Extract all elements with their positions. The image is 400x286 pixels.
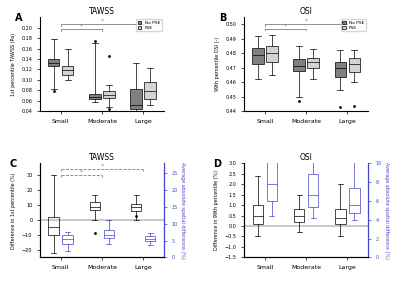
Legend: No PSE, PSE: No PSE, PSE bbox=[136, 19, 162, 31]
PathPatch shape bbox=[131, 204, 141, 211]
Legend: No PSE, PSE: No PSE, PSE bbox=[341, 19, 366, 31]
Title: TAWSS: TAWSS bbox=[89, 7, 115, 16]
Text: *: * bbox=[80, 169, 83, 174]
Text: *: * bbox=[80, 24, 83, 29]
PathPatch shape bbox=[90, 202, 100, 210]
Text: *: * bbox=[284, 23, 287, 28]
PathPatch shape bbox=[349, 58, 360, 72]
PathPatch shape bbox=[267, 153, 277, 201]
PathPatch shape bbox=[307, 58, 319, 68]
PathPatch shape bbox=[104, 231, 114, 238]
PathPatch shape bbox=[103, 91, 115, 98]
PathPatch shape bbox=[253, 205, 263, 224]
PathPatch shape bbox=[130, 90, 142, 109]
PathPatch shape bbox=[89, 94, 101, 99]
PathPatch shape bbox=[349, 188, 360, 213]
PathPatch shape bbox=[293, 59, 305, 71]
Text: A: A bbox=[15, 13, 23, 23]
PathPatch shape bbox=[62, 235, 73, 244]
Text: *: * bbox=[100, 163, 104, 168]
PathPatch shape bbox=[62, 66, 74, 75]
PathPatch shape bbox=[334, 62, 346, 77]
Text: B: B bbox=[220, 13, 227, 23]
Y-axis label: Average absolute spatial difference (%): Average absolute spatial difference (%) bbox=[180, 162, 185, 259]
Title: OSI: OSI bbox=[300, 153, 312, 162]
Y-axis label: Difference in 99th percentile (%): Difference in 99th percentile (%) bbox=[214, 170, 219, 250]
Title: TAWSS: TAWSS bbox=[89, 153, 115, 162]
PathPatch shape bbox=[145, 237, 155, 241]
Y-axis label: Average absolute spatial difference (%): Average absolute spatial difference (%) bbox=[384, 162, 389, 259]
PathPatch shape bbox=[294, 209, 304, 222]
Y-axis label: Difference in 1st percentile (%): Difference in 1st percentile (%) bbox=[12, 172, 16, 249]
PathPatch shape bbox=[266, 46, 278, 62]
Y-axis label: 1st percentile TAWSS (Pa): 1st percentile TAWSS (Pa) bbox=[11, 33, 16, 96]
Text: *: * bbox=[304, 19, 308, 24]
PathPatch shape bbox=[144, 82, 156, 99]
PathPatch shape bbox=[252, 47, 264, 63]
PathPatch shape bbox=[335, 209, 346, 224]
Text: C: C bbox=[9, 159, 16, 169]
Y-axis label: 99th percentile OSI (-): 99th percentile OSI (-) bbox=[215, 37, 220, 91]
PathPatch shape bbox=[48, 217, 59, 235]
Text: *: * bbox=[100, 18, 104, 23]
PathPatch shape bbox=[308, 174, 318, 207]
PathPatch shape bbox=[48, 59, 59, 66]
Title: OSI: OSI bbox=[300, 7, 312, 16]
Text: D: D bbox=[213, 159, 221, 169]
